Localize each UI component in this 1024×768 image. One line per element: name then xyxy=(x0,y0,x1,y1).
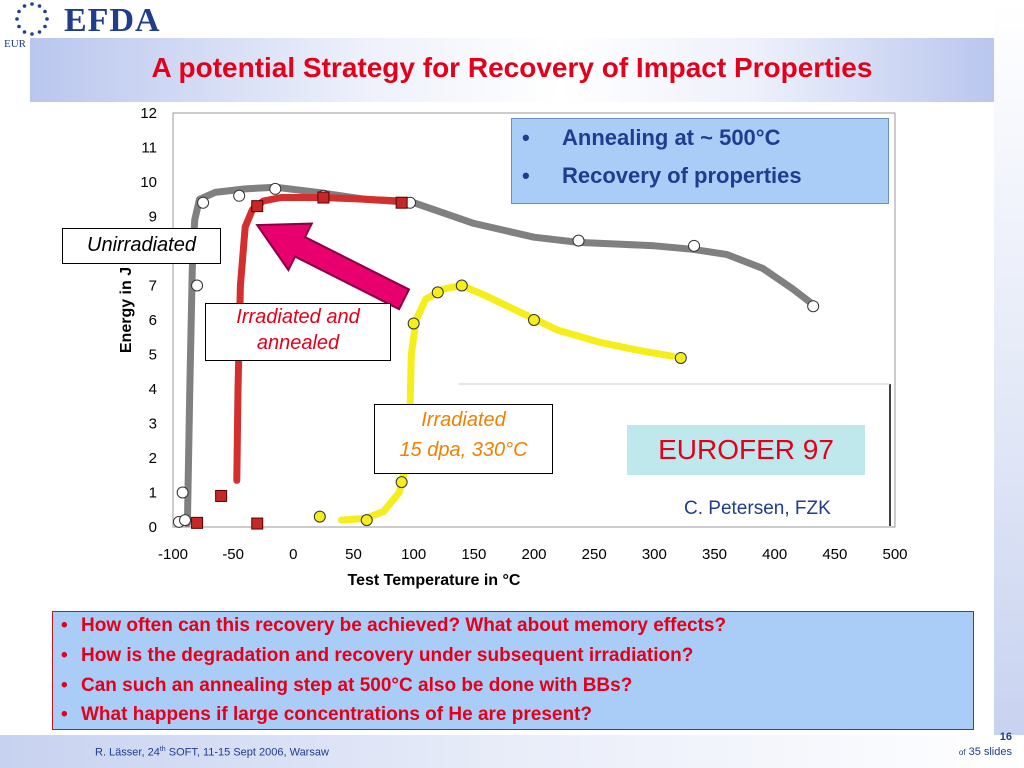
data-point xyxy=(233,189,246,202)
data-point xyxy=(269,182,282,195)
efda-logo: EFDA EUR xyxy=(0,0,180,52)
star-icon xyxy=(15,17,19,21)
star-icon xyxy=(37,30,42,34)
question-item: • How is the degradation and recovery und… xyxy=(61,645,694,666)
question-item: • What happens if large concentrations of… xyxy=(61,704,592,725)
x-tick-label: 350 xyxy=(702,546,727,563)
data-point xyxy=(251,517,264,530)
x-tick-label: 200 xyxy=(521,546,546,563)
x-tick-label: 250 xyxy=(582,546,607,563)
star-icon xyxy=(22,30,27,34)
footer-band xyxy=(0,735,1024,768)
data-point xyxy=(395,196,408,209)
data-point xyxy=(251,200,264,213)
data-point xyxy=(688,239,701,252)
data-point xyxy=(431,286,444,299)
star-icon xyxy=(30,2,34,6)
data-point xyxy=(317,191,330,204)
x-tick-label: 0 xyxy=(289,546,297,563)
label-irradiated-annealed: Irradiated and annealed xyxy=(205,303,391,361)
y-tick-label: 9 xyxy=(149,209,157,226)
x-tick-label: 300 xyxy=(642,546,667,563)
data-point xyxy=(807,300,820,313)
title-bar xyxy=(30,38,994,102)
data-point xyxy=(191,279,204,292)
x-tick-label: 150 xyxy=(461,546,486,563)
y-tick-label: 4 xyxy=(149,381,157,398)
star-icon xyxy=(30,32,34,36)
star-icon xyxy=(43,9,47,14)
y-tick-label: 12 xyxy=(140,105,157,122)
material-label: EUROFER 97 xyxy=(627,425,865,475)
data-point xyxy=(313,510,326,523)
annotation-box: • Annealing at ~ 500°C • Recovery of prope… xyxy=(511,118,889,204)
y-tick-label: 0 xyxy=(149,519,157,536)
y-tick-label: 5 xyxy=(149,347,157,364)
footer-citation: R. Lässer, 24th SOFT, 11-15 Sept 2006, W… xyxy=(95,746,329,759)
y-tick-label: 10 xyxy=(140,174,157,191)
y-tick-label: 2 xyxy=(149,450,157,467)
recovery-arrow xyxy=(255,222,411,311)
data-point xyxy=(215,489,228,502)
x-tick-label: 100 xyxy=(401,546,426,563)
star-icon xyxy=(45,17,49,21)
data-point xyxy=(528,314,540,326)
x-tick-label: -50 xyxy=(222,546,244,563)
x-tick-label: -100 xyxy=(158,546,188,563)
data-point xyxy=(191,516,204,529)
annotation-item: • Annealing at ~ 500°C xyxy=(522,125,781,150)
annotation-item: • Recovery of properties xyxy=(522,163,802,188)
data-point xyxy=(572,234,585,247)
star-icon xyxy=(17,24,21,29)
data-point xyxy=(455,279,468,292)
star-icon xyxy=(17,9,21,14)
data-credit: C. Petersen, FZK xyxy=(684,498,831,519)
y-tick-label: 1 xyxy=(149,485,157,502)
data-point xyxy=(395,476,408,489)
slide-total: of 35 slides xyxy=(958,746,1012,758)
series-line-2 xyxy=(338,282,676,524)
right-decoration xyxy=(994,0,1024,768)
questions-box: • How often can this recovery be achieved… xyxy=(52,611,974,730)
star-icon xyxy=(37,4,42,8)
data-point xyxy=(674,351,687,364)
y-tick-label: 6 xyxy=(149,312,157,329)
y-axis-title: Energy in J xyxy=(118,267,135,353)
y-tick-label: 7 xyxy=(149,278,157,295)
question-item: • How often can this recovery be achieved… xyxy=(61,615,727,636)
star-icon xyxy=(43,24,47,29)
data-point xyxy=(197,196,210,209)
slide-number: 16 xyxy=(999,731,1012,743)
eu-stars-icon xyxy=(0,0,60,40)
data-point xyxy=(176,486,189,499)
x-tick-label: 500 xyxy=(882,546,907,563)
data-point xyxy=(179,514,192,527)
question-item: • Can such an annealing step at 500°C als… xyxy=(61,675,633,696)
label-unirradiated: Unirradiated xyxy=(62,228,221,264)
x-axis-title: Test Temperature in °C xyxy=(348,572,521,589)
x-tick-label: 50 xyxy=(345,546,362,563)
x-tick-label: 450 xyxy=(822,546,847,563)
y-tick-label: 11 xyxy=(141,140,157,157)
page-title: A potential Strategy for Recovery of Imp… xyxy=(151,52,873,83)
x-tick-label: 400 xyxy=(762,546,787,563)
data-point xyxy=(360,514,373,527)
y-tick-label: 3 xyxy=(149,416,157,433)
eu-label: EUR xyxy=(4,38,26,50)
logo-text: EFDA xyxy=(64,2,161,39)
star-icon xyxy=(22,4,27,8)
label-irradiated: Irradiated 15 dpa, 330°C xyxy=(374,404,553,474)
data-point xyxy=(407,317,420,330)
